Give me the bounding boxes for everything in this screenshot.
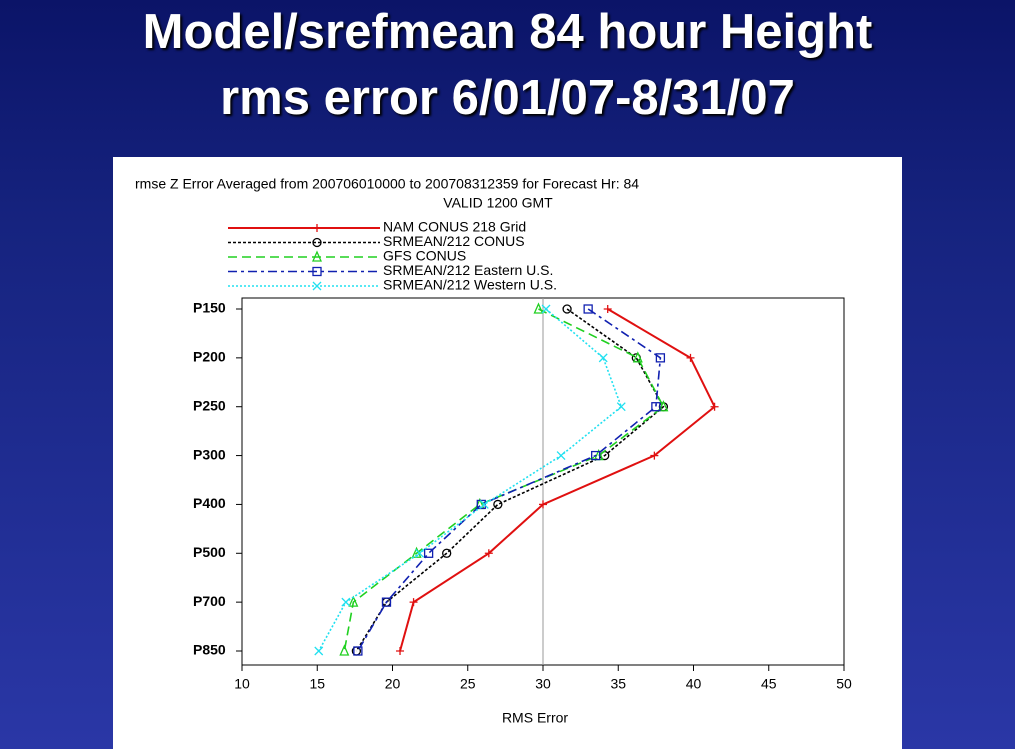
y-tick-label: P500 — [193, 544, 226, 560]
slide-title: rms error 6/01/07-8/31/07 — [220, 71, 795, 125]
marker — [533, 302, 544, 314]
marker — [650, 451, 659, 460]
marker — [598, 353, 608, 363]
x-tick-label: 50 — [836, 676, 852, 692]
legend-marker — [313, 224, 321, 232]
legend-marker — [311, 250, 323, 262]
x-tick-label: 15 — [309, 676, 325, 692]
series-line — [355, 308, 665, 652]
y-tick-label: P700 — [193, 593, 226, 609]
marker — [658, 400, 669, 412]
marker — [442, 548, 452, 558]
marker — [493, 499, 503, 510]
x-tick-label: 10 — [234, 676, 250, 692]
marker — [686, 353, 695, 362]
x-tick-label: 45 — [761, 676, 777, 692]
x-tick-label: 35 — [610, 676, 626, 692]
x-tick-label: 25 — [460, 676, 476, 692]
x-tick-label: 20 — [385, 676, 401, 692]
marker — [651, 402, 661, 412]
legend-label: SRMEAN/212 CONUS — [383, 233, 525, 249]
marker — [353, 646, 363, 656]
marker — [341, 597, 351, 607]
marker — [541, 304, 551, 314]
legend-label: GFS CONUS — [383, 248, 466, 264]
marker — [562, 304, 572, 314]
x-tick-label: 30 — [535, 676, 551, 692]
marker — [539, 500, 547, 509]
y-tick-label: P150 — [193, 300, 226, 316]
marker — [710, 402, 719, 411]
chart-subtitle: VALID 1200 GMT — [443, 195, 553, 211]
marker — [381, 597, 392, 607]
legend-label: SRMEAN/212 Western U.S. — [383, 277, 557, 293]
x-tick-label: 40 — [686, 676, 702, 692]
y-tick-label: P200 — [193, 349, 226, 365]
chart-title: rmse Z Error Averaged from 200706010000 … — [135, 176, 639, 192]
marker — [415, 548, 425, 558]
series-line — [357, 308, 662, 652]
marker — [484, 549, 493, 558]
y-tick-label: P300 — [193, 446, 226, 462]
legend-label: SRMEAN/212 Eastern U.S. — [383, 262, 553, 278]
marker — [348, 595, 359, 607]
marker — [655, 353, 666, 363]
x-axis-label: RMS Error — [502, 710, 568, 726]
marker — [479, 499, 489, 509]
legend-marker — [312, 266, 322, 277]
marker — [476, 499, 486, 510]
legend-marker — [312, 237, 322, 248]
marker — [556, 451, 566, 461]
slide-title: Model/srefmean 84 hour Height — [142, 5, 873, 59]
y-tick-label: P250 — [193, 397, 226, 413]
y-tick-label: P850 — [193, 642, 226, 658]
marker — [591, 450, 601, 461]
legend-marker — [312, 281, 322, 291]
marker — [339, 644, 350, 656]
marker — [314, 646, 324, 656]
marker — [583, 304, 593, 314]
marker — [603, 305, 612, 313]
chart-panel — [113, 157, 902, 749]
legend-label: NAM CONUS 218 Grid — [383, 219, 526, 235]
marker — [409, 598, 418, 607]
marker — [423, 548, 434, 558]
y-tick-label: P400 — [193, 495, 226, 511]
marker — [396, 647, 405, 655]
marker — [616, 402, 626, 412]
marker — [632, 351, 643, 363]
series-line — [399, 308, 716, 652]
